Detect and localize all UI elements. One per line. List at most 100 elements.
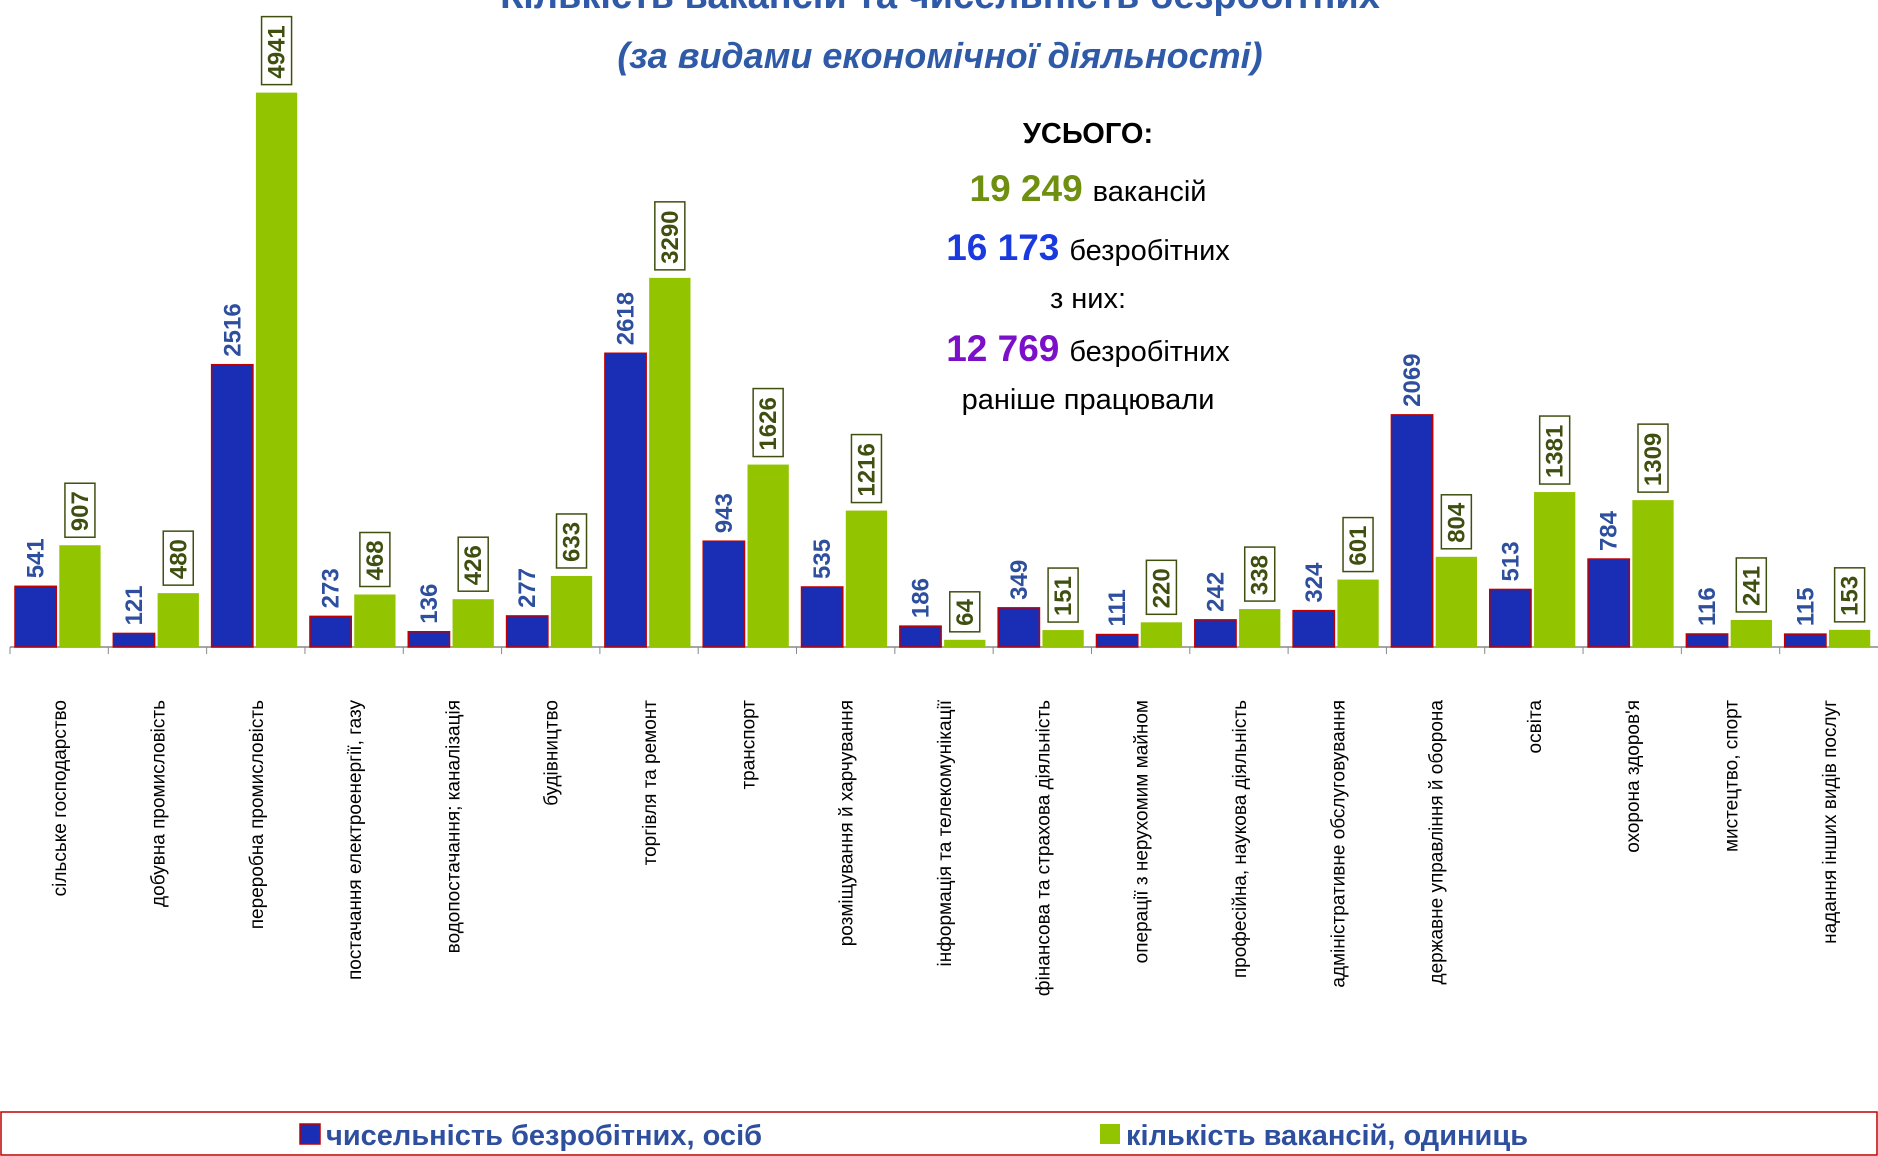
value-label-box (850, 433, 883, 504)
value-label-box (654, 201, 686, 271)
value-label-box (1342, 516, 1374, 573)
value-label: 277 (514, 568, 541, 608)
x-tick-label: державне управління й оборона (1427, 700, 1448, 985)
bar (157, 593, 199, 647)
bar (997, 607, 1041, 648)
value-label: 116 (1694, 587, 1721, 626)
value-label: 136 (416, 584, 443, 624)
x-tick-label: освіта (1525, 700, 1546, 754)
value-label: 220 (1148, 568, 1175, 608)
value-label: 1626 (755, 397, 782, 450)
value-label-box (1243, 546, 1276, 602)
bar (1095, 633, 1139, 648)
summary-text: раніше працювали (962, 384, 1215, 416)
value-label: 633 (559, 522, 586, 562)
value-label: 513 (1497, 541, 1524, 581)
summary-text: безробітних (1069, 235, 1230, 267)
bar (1435, 556, 1478, 647)
bar (1632, 500, 1674, 647)
chart-subtitle: (за видами економічної діяльності) (617, 35, 1262, 76)
bar (1042, 630, 1084, 647)
summary-number: 12 769 (946, 328, 1059, 369)
value-label: 4941 (264, 25, 291, 78)
bar (649, 277, 691, 647)
x-tick-label: інформація та телекомунікації (935, 699, 956, 966)
x-tick-label: професійна, наукова діяльність (1230, 700, 1251, 978)
value-label-box (162, 530, 195, 586)
value-label: 64 (952, 598, 979, 625)
x-tick-label: операції з нерухомим майном (1132, 700, 1153, 963)
x-tick-label: розміщування й харчування (837, 700, 858, 946)
bar (1685, 633, 1729, 648)
x-tick-label: постачання електроенергії, газу (345, 700, 366, 981)
value-label: 151 (1050, 576, 1077, 616)
bar (452, 599, 494, 647)
bar (702, 540, 746, 648)
value-label: 1381 (1542, 425, 1569, 478)
bar (1488, 588, 1532, 648)
bar (1534, 492, 1576, 647)
x-tick-label: добувна промисловість (148, 700, 169, 907)
bar (59, 545, 101, 647)
value-label: 480 (165, 539, 192, 579)
value-label: 804 (1443, 502, 1470, 543)
value-label: 273 (318, 568, 345, 608)
summary-line: 12 769 безробітних (946, 328, 1230, 369)
value-label: 1309 (1640, 433, 1667, 486)
bar (407, 630, 451, 648)
value-label: 907 (67, 491, 94, 531)
bar (1783, 633, 1827, 648)
x-tick-label: торгівля та ремонт (640, 700, 661, 866)
value-label: 349 (1006, 560, 1033, 600)
x-tick-label: водопостачання; каналізація (443, 700, 464, 953)
value-label: 468 (362, 540, 389, 580)
bar (845, 510, 888, 647)
x-tick-label: адміністративне обслуговування (1328, 700, 1349, 988)
value-label: 121 (121, 585, 148, 625)
chart-title: Кількість вакансій та чисельність безроб… (500, 0, 1380, 17)
value-label-box (359, 531, 391, 588)
bar (210, 363, 254, 648)
bar (505, 615, 549, 648)
bar (1140, 622, 1183, 647)
value-label-box (1047, 567, 1079, 623)
summary-line: 16 173 безробітних (946, 227, 1230, 268)
summary-text: безробітних (1069, 336, 1230, 368)
bar (354, 594, 396, 647)
value-label: 1216 (853, 443, 880, 496)
bar (944, 639, 986, 647)
value-label: 241 (1738, 566, 1765, 606)
x-tick-label: транспорт (738, 700, 759, 790)
value-label-box (457, 536, 489, 592)
value-label: 115 (1792, 587, 1819, 626)
value-label-box (1637, 423, 1669, 493)
summary-heading: УСЬОГО: (1023, 118, 1153, 150)
x-tick-label: фінансова та страхова діяльність (1033, 700, 1054, 996)
legend-label: кількість вакансій, одиниць (1126, 1120, 1528, 1152)
value-label: 601 (1345, 526, 1372, 566)
bar (255, 92, 298, 647)
x-tick-label: переробна промисловість (247, 700, 268, 929)
x-tick-label: сільське господарство (50, 700, 71, 896)
x-tick-label: охорона здоров'я (1623, 700, 1644, 853)
value-label-box (1538, 415, 1571, 485)
legend-label: чисельність безробітних, осіб (326, 1120, 762, 1152)
value-label: 242 (1202, 572, 1229, 612)
value-label: 3290 (657, 210, 684, 263)
bar (550, 575, 593, 647)
bar (1390, 414, 1434, 648)
value-label-box (1833, 567, 1866, 623)
value-label-box (752, 387, 784, 458)
value-label: 338 (1247, 555, 1274, 595)
x-tick-label: будівництво (542, 700, 563, 806)
bar (1292, 609, 1336, 648)
bar (14, 585, 58, 648)
bar (604, 352, 647, 648)
value-label-box (260, 15, 293, 86)
value-label-box (1735, 557, 1768, 613)
bar (1828, 629, 1871, 647)
value-label: 324 (1301, 562, 1328, 603)
bar (800, 586, 844, 648)
bar (1730, 619, 1772, 647)
